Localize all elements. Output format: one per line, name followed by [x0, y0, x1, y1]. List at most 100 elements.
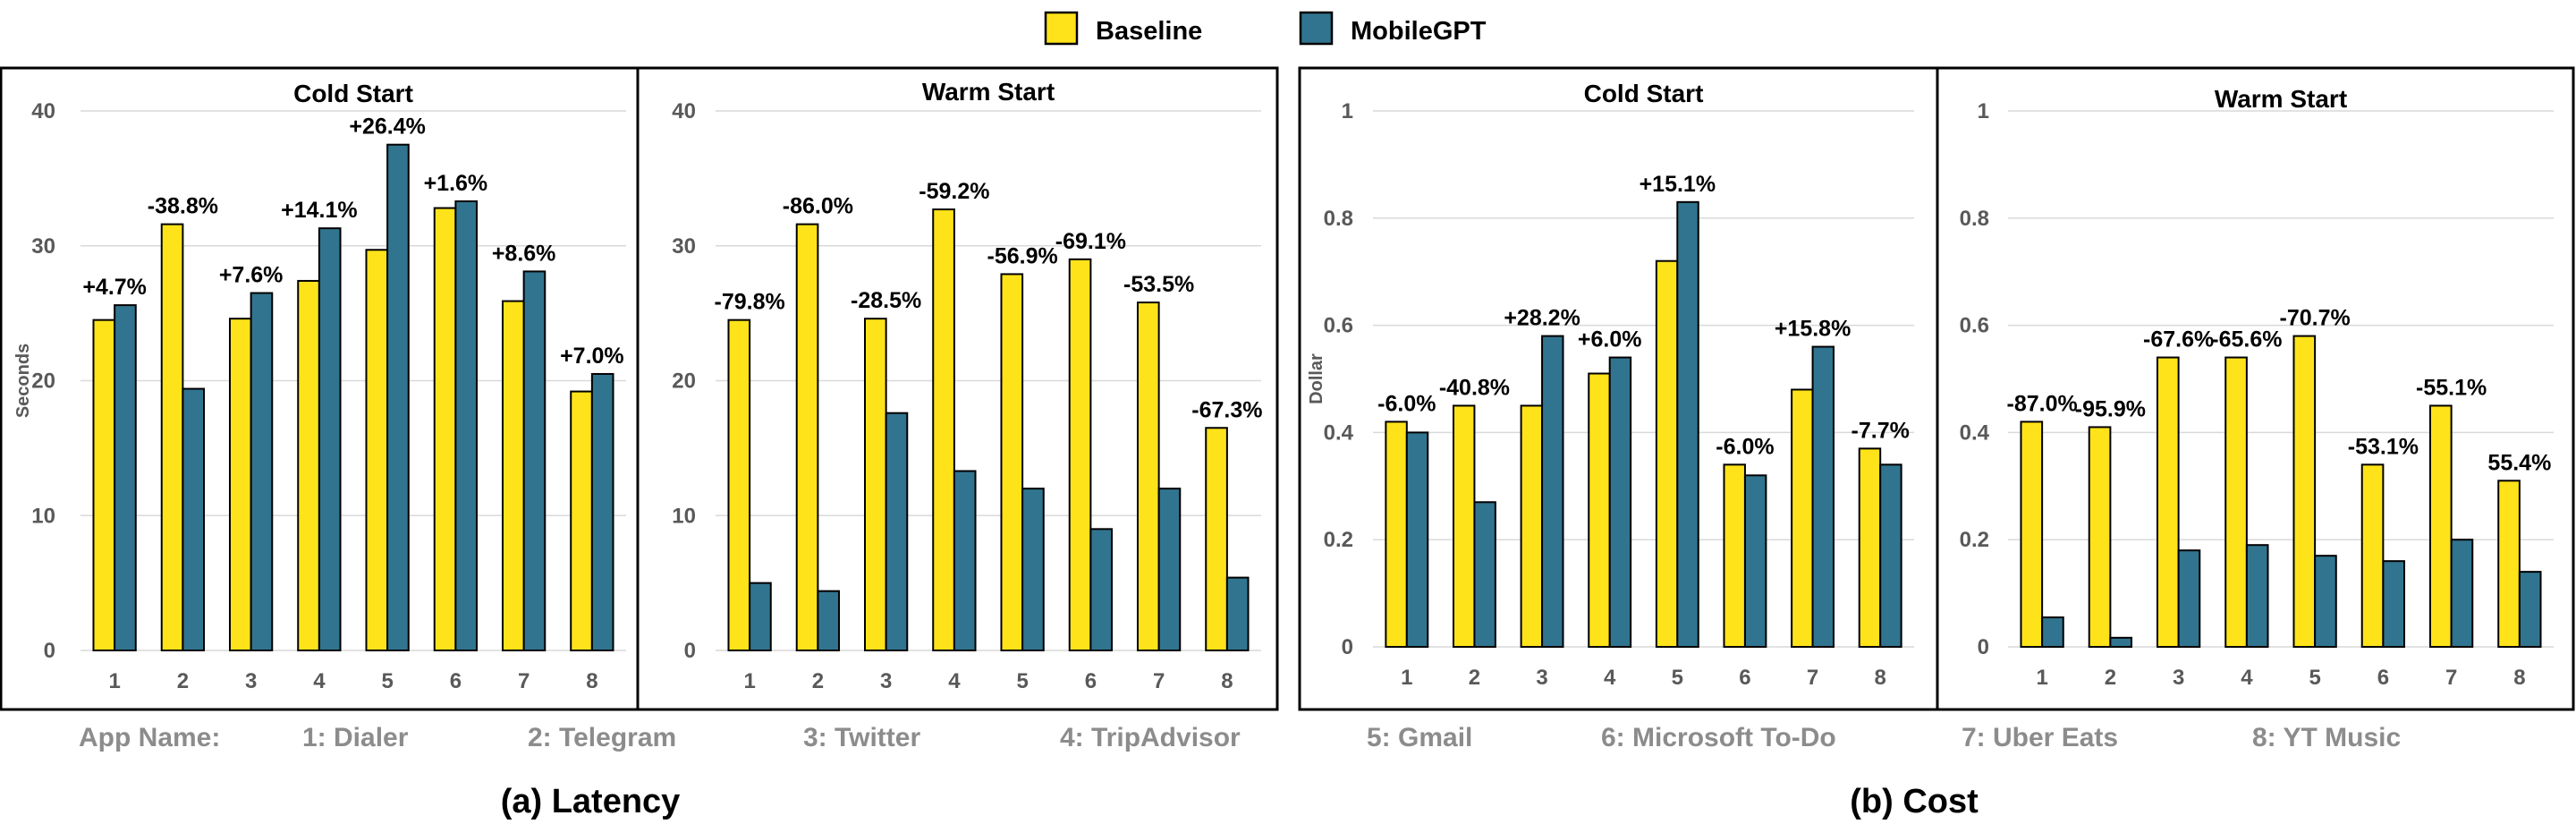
bar-mobilegpt-8 [1879, 463, 1902, 649]
bar-mobilegpt-7 [1157, 488, 1182, 651]
data-label: -65.6% [2211, 327, 2282, 353]
app-name-3: 3: Twitter [803, 723, 920, 752]
data-label: -69.1% [1055, 229, 1126, 254]
cost-cold-start-chart: Cold Start Dollar 0 0.2 0.4 0.6 0.8 1 1 -6.0% 2 -40… [1307, 80, 1914, 690]
y-axis-label: Seconds [13, 344, 33, 418]
bar-mobilegpt-5 [1021, 488, 1045, 651]
x-tick-label: 2 [2105, 666, 2116, 690]
legend-label-mobilegpt: MobileGPT [1351, 17, 1487, 46]
bar-baseline-4 [2224, 356, 2248, 648]
bar-baseline-6 [2360, 463, 2385, 649]
legend: Baseline MobileGPT [1044, 11, 1487, 46]
x-tick-label: 3 [245, 669, 257, 693]
bar-mobilegpt-5 [386, 143, 410, 651]
bar-mobilegpt-6 [1743, 474, 1767, 648]
data-label: -87.0% [2007, 391, 2078, 416]
x-tick-label: 2 [177, 669, 189, 693]
y-tick-label: 10 [31, 504, 55, 528]
data-label: -79.8% [715, 290, 785, 315]
bar-baseline-7 [2428, 404, 2453, 648]
bar-baseline-7 [1136, 302, 1160, 651]
x-tick-label: 2 [812, 669, 824, 693]
data-label: +28.2% [1504, 306, 1580, 331]
y-tick-label: 20 [672, 370, 696, 394]
bar-baseline-3 [228, 318, 252, 651]
bar-baseline-7 [1791, 388, 1814, 648]
x-tick-label: 5 [1672, 666, 1683, 690]
bar-mobilegpt-6 [1089, 528, 1114, 652]
bar-mobilegpt-7 [1811, 345, 1835, 648]
data-label: +1.6% [424, 171, 488, 196]
legend-swatch-baseline [1044, 11, 1079, 46]
y-tick-label: 0.2 [1324, 528, 1353, 552]
x-tick-label: 7 [518, 669, 530, 693]
y-tick-label: 0.4 [1960, 420, 1990, 445]
bar-baseline-5 [2292, 335, 2317, 648]
bar-mobilegpt-3 [2177, 549, 2201, 648]
x-tick-label: 3 [2173, 666, 2184, 690]
data-label: -53.1% [2348, 434, 2419, 459]
bar-baseline-4 [932, 208, 955, 652]
data-label: +4.7% [82, 275, 147, 300]
bar-baseline-1 [2020, 420, 2044, 649]
y-tick-label: 20 [31, 370, 55, 394]
bar-baseline-3 [1520, 404, 1544, 648]
bar-mobilegpt-6 [454, 200, 479, 651]
data-label: 55.4% [2487, 450, 2551, 475]
x-tick-label: 3 [1536, 666, 1547, 690]
x-tick-label: 7 [1807, 666, 1818, 690]
data-label: +14.1% [281, 198, 358, 223]
x-tick-label: 8 [2513, 666, 2525, 690]
bar-mobilegpt-3 [250, 292, 274, 651]
app-name-key: App Name: 1: Dialer 2: Telegram 3: Twitt… [79, 723, 2401, 752]
x-tick-label: 5 [1016, 669, 1028, 693]
x-tick-label: 5 [2309, 666, 2320, 690]
data-label: -53.5% [1123, 272, 1194, 297]
y-tick-label: 40 [31, 99, 55, 123]
x-tick-label: 8 [586, 669, 597, 693]
x-tick-label: 6 [450, 669, 462, 693]
bar-mobilegpt-5 [2314, 555, 2337, 648]
bar-baseline-5 [1000, 273, 1024, 651]
bar-mobilegpt-4 [953, 470, 977, 651]
app-name-4: 4: TripAdvisor [1060, 723, 1241, 752]
data-label: -70.7% [2280, 306, 2351, 331]
bar-baseline-8 [2497, 480, 2521, 648]
data-label: +7.6% [219, 263, 284, 288]
y-tick-label: 0.4 [1324, 420, 1354, 445]
x-tick-label: 8 [1875, 666, 1886, 690]
bar-baseline-6 [433, 207, 457, 651]
x-tick-label: 7 [1153, 669, 1165, 693]
bar-baseline-1 [92, 319, 116, 651]
bar-mobilegpt-3 [885, 412, 909, 651]
app-name-1: 1: Dialer [302, 723, 409, 752]
x-tick-label: 1 [108, 669, 120, 693]
app-name-7: 7: Uber Eats [1962, 723, 2118, 752]
bar-mobilegpt-7 [2450, 539, 2474, 649]
app-name-8: 8: YT Music [2252, 723, 2401, 752]
bar-mobilegpt-2 [182, 387, 206, 651]
app-name-label: App Name: [79, 723, 220, 752]
data-label: -95.9% [2075, 396, 2146, 421]
bar-baseline-3 [863, 318, 887, 651]
bar-mobilegpt-5 [1676, 200, 1699, 649]
y-tick-label: 30 [672, 234, 696, 259]
data-label: +7.0% [560, 344, 624, 369]
bar-mobilegpt-4 [318, 227, 342, 651]
y-tick-label: 0.2 [1960, 528, 1989, 552]
x-tick-label: 5 [381, 669, 393, 693]
chart-title: Warm Start [922, 78, 1055, 106]
bar-mobilegpt-7 [522, 270, 547, 651]
bar-baseline-2 [1452, 404, 1476, 648]
bar-mobilegpt-1 [749, 582, 772, 651]
chart-title: Cold Start [1584, 80, 1704, 107]
data-label: +15.1% [1640, 172, 1716, 197]
bar-mobilegpt-2 [1473, 501, 1496, 649]
caption-latency: (a) Latency [501, 783, 681, 820]
app-name-5: 5: Gmail [1367, 723, 1472, 752]
x-tick-label: 4 [948, 669, 961, 693]
y-tick-label: 40 [672, 99, 696, 123]
bar-baseline-2 [2088, 426, 2112, 648]
data-label: -67.3% [1191, 397, 1262, 422]
data-label: -28.5% [851, 288, 921, 313]
